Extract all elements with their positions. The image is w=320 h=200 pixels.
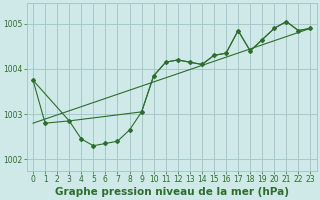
X-axis label: Graphe pression niveau de la mer (hPa): Graphe pression niveau de la mer (hPa) — [55, 187, 289, 197]
